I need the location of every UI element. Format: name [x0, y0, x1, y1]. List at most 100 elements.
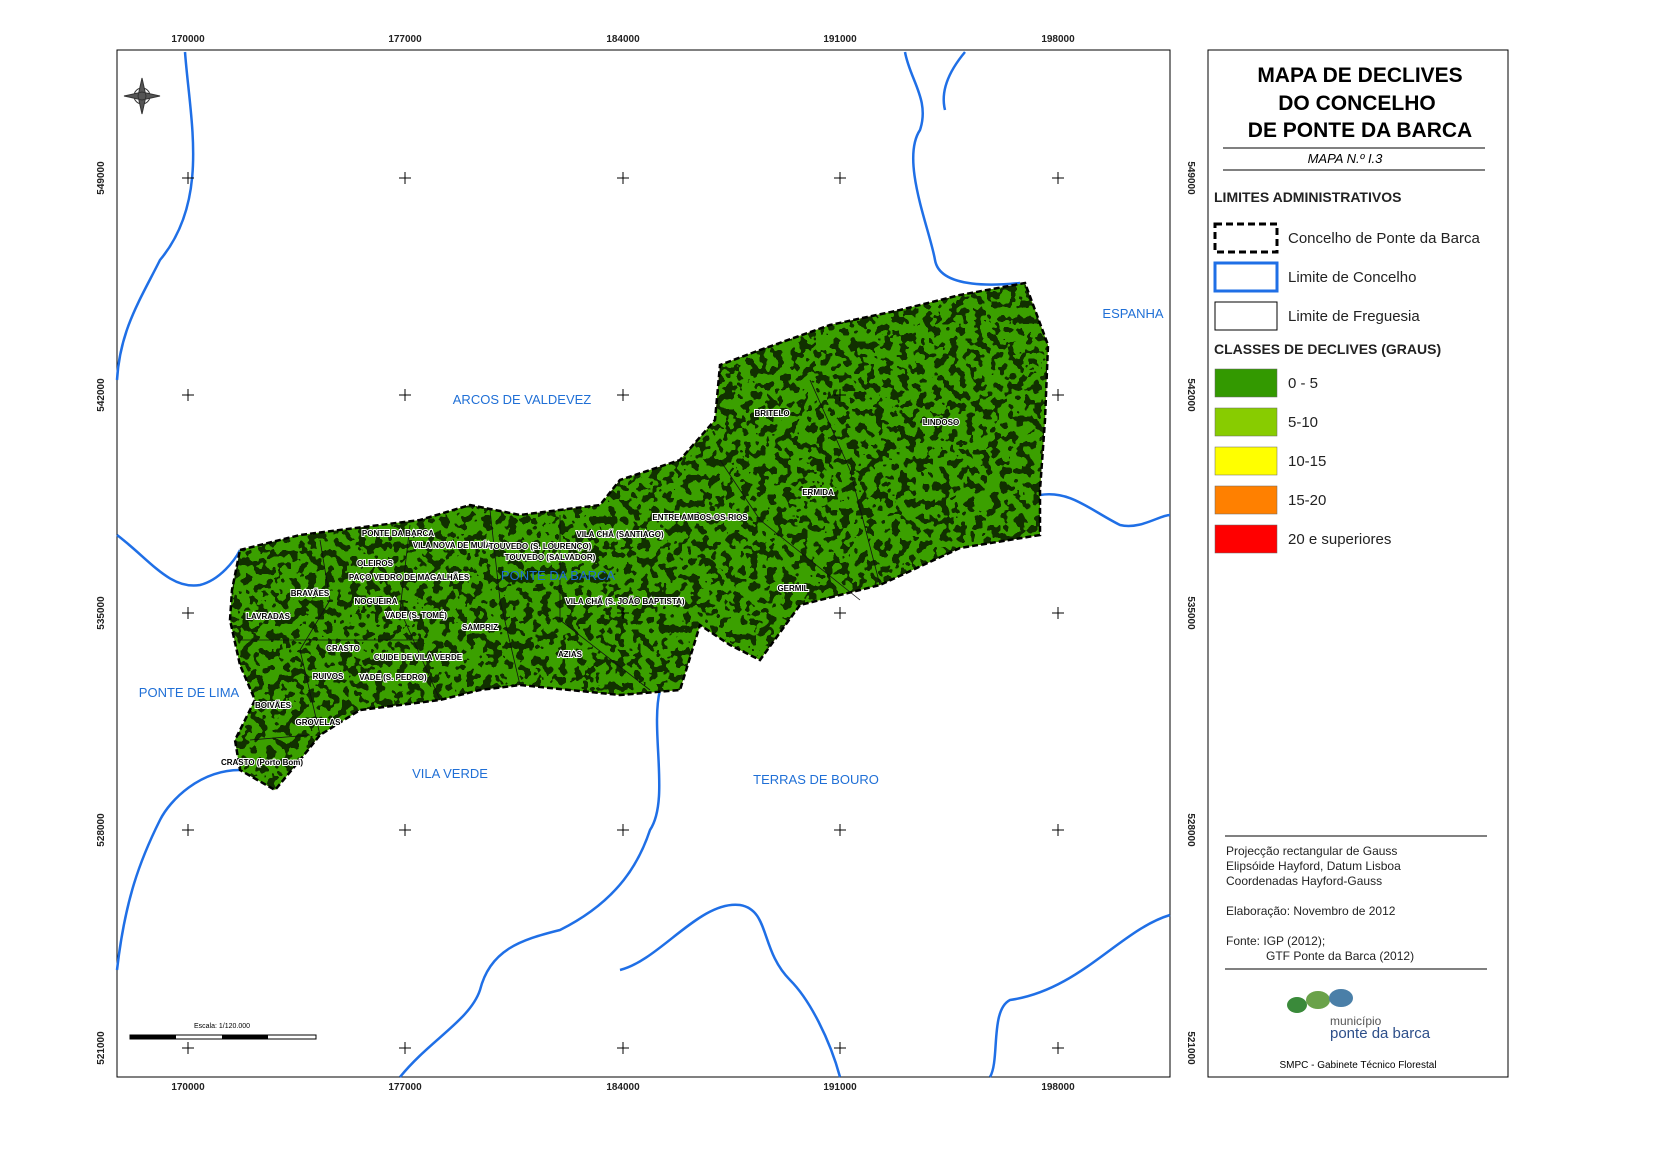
note-text: Elipsóide Hayford, Datum Lisboa — [1226, 859, 1401, 873]
legend-swatch — [1213, 261, 1279, 293]
parish-label: RUIVOS — [313, 672, 344, 681]
parish-label: OLEIROS — [357, 559, 394, 568]
parish-label: CUIDE DE VILA VERDE — [374, 653, 463, 662]
y-coordinate-label: 528000 — [96, 813, 107, 847]
parish-label: PONTE DA BARCA — [362, 529, 434, 538]
x-coordinate-label: 198000 — [1041, 34, 1075, 45]
grid-cross — [617, 389, 629, 401]
x-coordinate-label: 184000 — [606, 1082, 640, 1093]
y-coordinate-label: 528000 — [1185, 813, 1196, 847]
parish-label: VILA NOVA DE MUÍA — [413, 541, 492, 550]
grid-cross — [617, 172, 629, 184]
legend-swatch — [1214, 368, 1278, 398]
legend-label: Concelho de Ponte da Barca — [1288, 230, 1480, 247]
legend-label: 0 - 5 — [1288, 375, 1318, 392]
grid-cross — [399, 1042, 411, 1054]
legend-heading: LIMITES ADMINISTRATIVOS — [1214, 189, 1401, 205]
grid-cross — [182, 607, 194, 619]
legend-swatch — [1214, 301, 1278, 331]
parish-label: LAVRADAS — [246, 612, 291, 621]
x-coordinate-label: 177000 — [388, 1082, 422, 1093]
note-text: Elaboração: Novembro de 2012 — [1226, 904, 1396, 918]
scale-label: Escala: 1/120.000 — [194, 1023, 250, 1030]
legend-swatch — [1213, 222, 1279, 254]
region-label: PONTE DA BARCA — [501, 568, 615, 583]
grid-cross — [1052, 607, 1064, 619]
x-coordinate-label: 177000 — [388, 34, 422, 45]
y-coordinate-label: 521000 — [96, 1031, 107, 1065]
legend-swatch — [1214, 485, 1278, 515]
parish-label: NOGUEIRA — [354, 597, 397, 606]
logo-text: município — [1330, 1014, 1382, 1028]
grid-cross — [834, 172, 846, 184]
parish-label: BRITELO — [754, 409, 789, 418]
north-arrow — [123, 77, 161, 115]
grid-cross — [1052, 824, 1064, 836]
legend-swatch — [1214, 524, 1278, 554]
region-label: VILA VERDE — [412, 766, 488, 781]
map-number: MAPA N.º I.3 — [1308, 151, 1384, 166]
legend-label: Limite de Concelho — [1288, 269, 1416, 286]
x-coordinate-label: 170000 — [171, 1082, 205, 1093]
x-coordinate-label: 191000 — [823, 1082, 857, 1093]
parish-label: VILA CHÃ (S. JOÃO BAPTISTA) — [565, 597, 684, 606]
legend-swatch — [1214, 407, 1278, 437]
y-coordinate-label: 549000 — [1185, 161, 1196, 195]
x-coordinate-label: 170000 — [171, 34, 205, 45]
parish-label: BOIVÃES — [255, 701, 292, 710]
grid-cross — [1052, 172, 1064, 184]
legend-label: Limite de Freguesia — [1288, 308, 1420, 325]
note-text: Coordenadas Hayford-Gauss — [1226, 874, 1382, 888]
parish-label: GERMIL — [777, 584, 808, 593]
footer: SMPC - Gabinete Técnico Florestal — [1279, 1060, 1436, 1071]
y-coordinate-label: 549000 — [96, 161, 107, 195]
legend-label: 10-15 — [1288, 453, 1326, 470]
title-line: DE PONTE DA BARCA — [1248, 119, 1472, 142]
legend-label: 20 e superiores — [1288, 531, 1391, 548]
note-text: Fonte: IGP (2012); — [1226, 934, 1325, 948]
parish-label: ERMIDA — [802, 488, 834, 497]
parish-label: VILA CHÃ (SANTIAGO) — [576, 530, 664, 539]
parish-label: VADE (S. PEDRO) — [359, 673, 427, 682]
grid-cross — [617, 607, 629, 619]
grid-cross — [399, 172, 411, 184]
grid-cross — [182, 389, 194, 401]
parish-label: TOUVEDO (S. LOURENÇO) — [489, 542, 592, 551]
legend-label: 5-10 — [1288, 414, 1318, 431]
grid-cross — [399, 389, 411, 401]
grid-cross — [399, 607, 411, 619]
region-label: ESPANHA — [1102, 306, 1163, 321]
parish-label: SAMPRIZ — [462, 623, 498, 632]
legend-label: 15-20 — [1288, 492, 1326, 509]
title-line: MAPA DE DECLIVES — [1257, 64, 1462, 87]
y-coordinate-label: 535000 — [96, 596, 107, 630]
grid-cross — [182, 1042, 194, 1054]
parish-label: CRASTO (Porto Bom) — [221, 758, 303, 767]
region-label: ARCOS DE VALDEVEZ — [453, 392, 592, 407]
grid-cross — [834, 607, 846, 619]
y-coordinate-label: 542000 — [1185, 378, 1196, 412]
legend-swatch — [1214, 446, 1278, 476]
y-coordinate-label: 535000 — [1185, 596, 1196, 630]
grid-crosses — [182, 172, 1064, 1054]
grid-cross — [1052, 1042, 1064, 1054]
region-label: PONTE DE LIMA — [139, 685, 240, 700]
logo: município ponte da barca — [1287, 989, 1431, 1042]
title-line: DO CONCELHO — [1278, 92, 1436, 115]
parish-label: LINDOSO — [923, 418, 959, 427]
grid-cross — [182, 172, 194, 184]
parish-boundaries — [240, 379, 881, 741]
parish-label: PAÇO VEDRO DE MAGALHÃES — [349, 573, 470, 582]
x-coordinate-label: 191000 — [823, 34, 857, 45]
grid-cross — [617, 1042, 629, 1054]
legend-panel — [1207, 49, 1509, 1078]
x-coordinate-label: 184000 — [606, 34, 640, 45]
logo-text: ponte da barca — [1330, 1025, 1431, 1042]
parish-label: ENTRE AMBOS-OS-RIOS — [652, 513, 748, 522]
rivers-boundaries — [115, 51, 1171, 1078]
grid-cross — [399, 824, 411, 836]
parish-label: GROVELAS — [296, 718, 342, 727]
x-coordinate-label: 198000 — [1041, 1082, 1075, 1093]
grid-cross — [834, 824, 846, 836]
